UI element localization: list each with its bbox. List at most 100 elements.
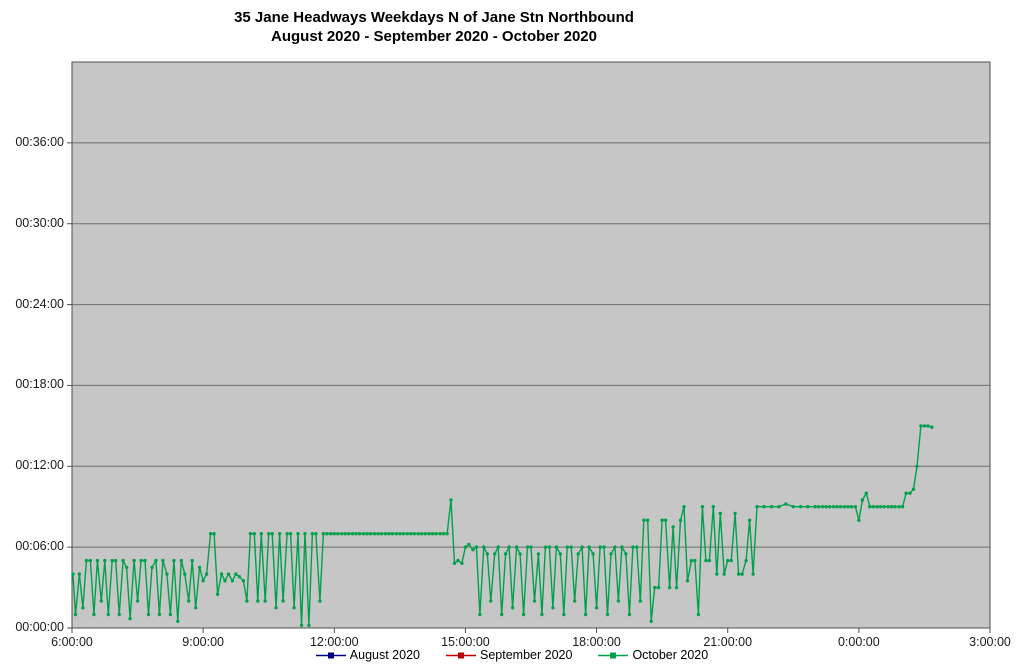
data-point-marker <box>594 606 599 610</box>
data-point-marker <box>707 558 712 563</box>
data-point-marker <box>390 532 395 536</box>
data-point-marker <box>744 558 748 563</box>
data-point-marker <box>835 505 839 509</box>
data-point-marker <box>357 532 362 536</box>
data-point-marker <box>445 532 449 536</box>
data-point-marker <box>635 545 639 549</box>
data-point-marker <box>161 558 165 563</box>
data-point-marker <box>536 552 541 556</box>
data-point-marker <box>663 518 668 522</box>
data-point-marker <box>463 545 468 549</box>
chart-subtitle: August 2020 - September 2020 - October 2… <box>271 28 597 45</box>
legend-label-september: September 2020 <box>480 648 573 662</box>
data-point-marker <box>307 623 311 627</box>
data-point-marker <box>183 572 187 576</box>
data-point-marker <box>285 532 289 536</box>
data-point-marker <box>908 491 912 495</box>
data-point-marker <box>897 505 901 509</box>
data-point-marker <box>642 518 646 522</box>
data-point-marker <box>110 558 114 563</box>
data-point-marker <box>88 558 93 563</box>
data-point-marker <box>296 532 300 536</box>
data-point-marker <box>682 505 686 509</box>
data-point-marker <box>816 505 821 509</box>
data-point-marker <box>179 558 183 563</box>
data-point-marker <box>449 498 453 502</box>
data-point-marker <box>412 532 416 536</box>
data-point-marker <box>627 612 632 617</box>
data-point-marker <box>653 585 657 590</box>
data-point-marker <box>547 545 552 549</box>
data-point-marker <box>343 532 347 536</box>
data-point-marker <box>762 505 766 509</box>
data-point-marker <box>482 545 486 549</box>
legend-item-october: October 2020 <box>598 648 708 662</box>
data-point-marker <box>671 525 675 529</box>
data-point-marker <box>165 572 169 576</box>
data-point-marker <box>503 552 508 556</box>
data-point-marker <box>270 532 274 536</box>
data-point-marker <box>532 599 537 603</box>
data-point-marker <box>248 532 253 536</box>
data-point-marker <box>117 612 121 617</box>
data-point-marker <box>168 612 173 617</box>
data-point-marker <box>733 511 737 516</box>
data-point-marker <box>434 532 438 536</box>
data-point-marker <box>223 579 227 583</box>
data-point-marker <box>201 579 205 583</box>
data-point-marker <box>573 599 577 603</box>
data-point-marker <box>871 505 875 509</box>
data-point-marker <box>631 545 635 549</box>
data-point-marker <box>554 545 559 549</box>
data-point-marker <box>551 606 555 610</box>
legend-item-august: August 2020 <box>315 648 420 662</box>
data-point-marker <box>893 505 897 509</box>
data-point-marker <box>521 612 526 617</box>
data-point-marker <box>904 491 908 495</box>
data-point-marker <box>281 599 285 603</box>
data-point-marker <box>587 545 591 549</box>
data-point-marker <box>379 532 384 536</box>
data-point-marker <box>460 561 464 565</box>
data-point-marker <box>405 532 409 536</box>
data-point-marker <box>525 545 530 549</box>
plot-background <box>72 62 990 628</box>
data-point-marker <box>150 565 154 570</box>
data-point-marker <box>678 518 683 522</box>
data-point-marker <box>103 558 107 563</box>
data-point-marker <box>646 518 650 522</box>
data-point-marker <box>471 548 475 552</box>
data-point-marker <box>700 505 705 509</box>
data-point-marker <box>77 572 82 576</box>
data-point-marker <box>846 505 850 509</box>
data-point-marker <box>514 545 519 549</box>
data-point-marker <box>726 558 730 563</box>
data-point-marker <box>751 572 755 576</box>
data-point-marker <box>598 545 602 549</box>
data-point-marker <box>827 505 832 509</box>
data-point-marker <box>889 505 894 509</box>
data-point-marker <box>915 464 919 468</box>
data-point-marker <box>485 552 489 556</box>
data-point-marker <box>401 532 406 536</box>
chart-title: 35 Jane Headways Weekdays N of Jane Stn … <box>234 9 634 26</box>
data-point-marker <box>558 552 562 556</box>
data-point-marker <box>689 558 694 563</box>
data-point-marker <box>329 532 333 536</box>
data-point-marker <box>711 505 715 509</box>
data-point-marker <box>696 612 701 617</box>
data-point-marker <box>831 505 836 509</box>
data-point-marker <box>609 552 613 556</box>
data-point-marker <box>157 612 162 617</box>
data-point-marker <box>583 612 588 617</box>
data-point-marker <box>842 505 847 509</box>
data-point-marker <box>190 558 194 563</box>
data-point-marker <box>769 505 774 509</box>
data-point-marker <box>95 558 100 563</box>
data-point-marker <box>215 592 220 596</box>
data-point-marker <box>518 552 522 556</box>
data-point-marker <box>656 585 661 590</box>
data-point-marker <box>674 585 679 590</box>
data-point-marker <box>478 612 482 617</box>
